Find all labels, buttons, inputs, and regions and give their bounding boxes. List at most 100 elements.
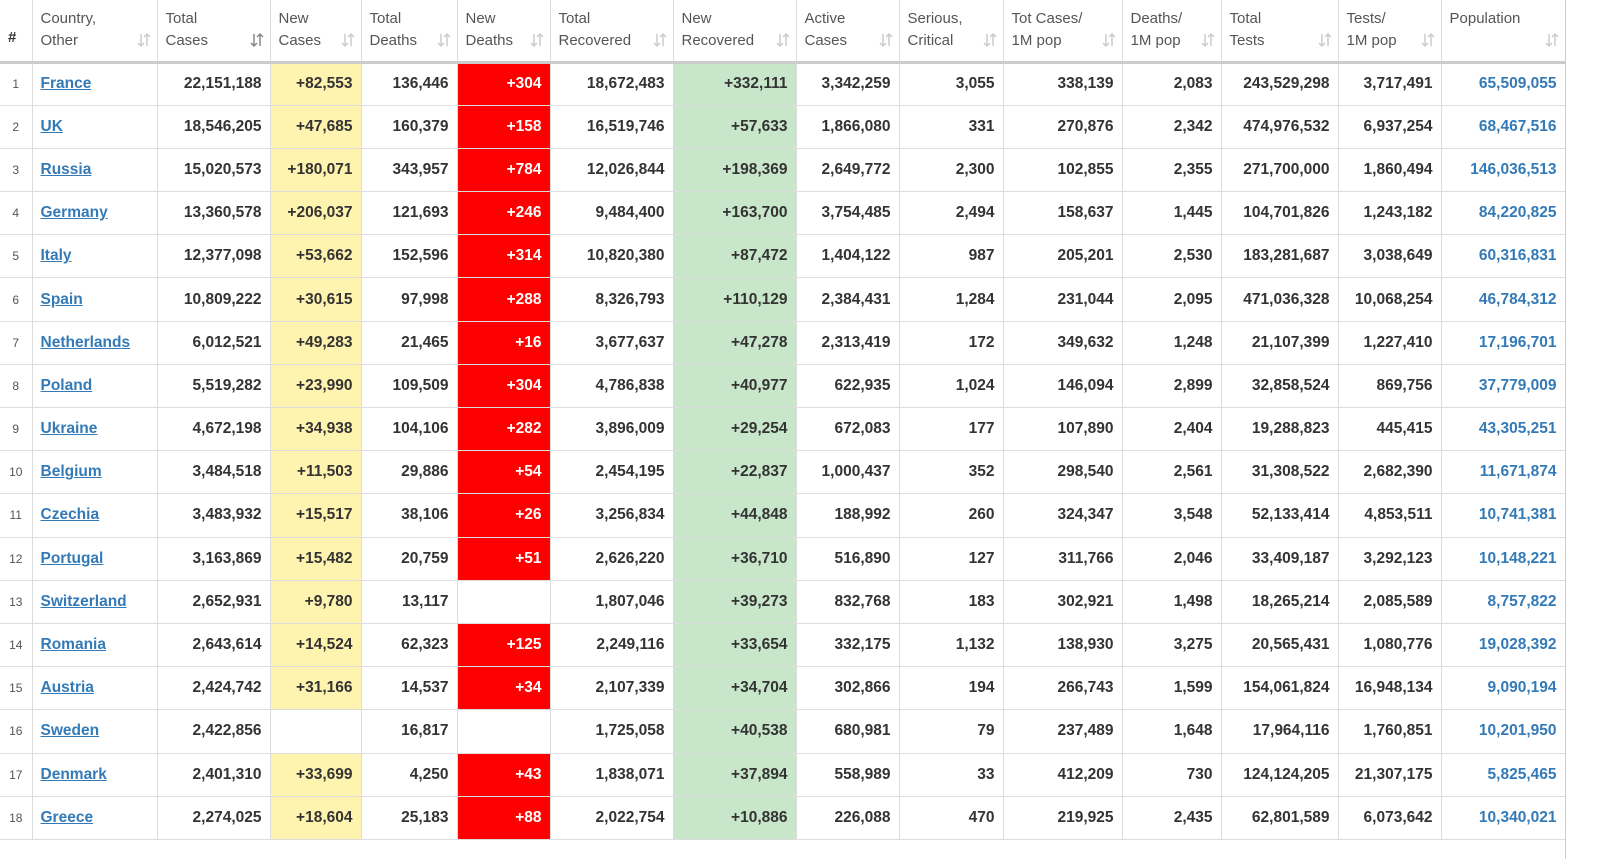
table-cell: 1,248 — [1122, 321, 1222, 365]
table-cell: 1,243,182 — [1338, 191, 1442, 236]
table-cell: +163,700 — [673, 191, 797, 236]
column-header[interactable]: Population — [1441, 0, 1566, 64]
column-header[interactable]: New Deaths — [457, 0, 551, 64]
column-header[interactable]: Country, Other — [32, 0, 158, 64]
header-text: Active Cases — [805, 8, 893, 52]
table-cell: 3,717,491 — [1338, 62, 1442, 106]
country-link[interactable]: France — [40, 75, 92, 93]
country-link[interactable]: Belgium — [40, 463, 102, 481]
table-cell: 4,250 — [361, 753, 458, 797]
table-cell: 349,632 — [1003, 321, 1123, 365]
country-link[interactable]: Greece — [40, 808, 94, 826]
column-header[interactable]: Deaths/1M pop — [1122, 0, 1222, 64]
country-link[interactable]: Russia — [40, 160, 92, 178]
table-cell: 1,132 — [899, 623, 1004, 668]
table-cell: 3 — [0, 148, 33, 193]
table-cell: 10,741,381 — [1441, 493, 1566, 538]
column-header[interactable]: Tests/1M pop — [1338, 0, 1442, 64]
country-link[interactable]: Italy — [40, 247, 72, 265]
table-cell: +33,699 — [270, 753, 362, 797]
column-header[interactable]: Active Cases — [796, 0, 900, 64]
column-header[interactable]: Tot Cases/1M pop — [1003, 0, 1123, 64]
table-cell: 104,701,826 — [1221, 191, 1339, 236]
table-cell: 1,024 — [899, 364, 1004, 409]
table-cell: 2 — [0, 105, 33, 149]
column-header[interactable]: Total Cases — [157, 0, 271, 64]
column-header: # — [0, 0, 33, 64]
table-cell: 3,055 — [899, 62, 1004, 106]
country-link[interactable]: Austria — [40, 679, 94, 697]
country-link[interactable]: Czechia — [40, 506, 100, 524]
table-cell: 22,151,188 — [157, 62, 271, 106]
table-cell: 302,921 — [1003, 580, 1123, 624]
table-cell: 2,300 — [899, 148, 1004, 193]
table-cell: 12,026,844 — [550, 148, 674, 193]
country-link[interactable]: Portugal — [40, 549, 104, 567]
table-cell: 4,853,511 — [1338, 493, 1442, 538]
table-cell: 5,825,465 — [1441, 753, 1566, 797]
country-link[interactable]: Switzerland — [40, 592, 127, 610]
table-cell: 121,693 — [361, 191, 458, 236]
table-cell: 516,890 — [796, 537, 900, 581]
table-cell: 15,020,573 — [157, 148, 271, 193]
table-cell: 79 — [899, 709, 1004, 754]
table-cell: 1,498 — [1122, 580, 1222, 624]
table-cell: 9,484,400 — [550, 191, 674, 236]
table-cell: 1,080,776 — [1338, 623, 1442, 668]
country-link[interactable]: Germany — [40, 204, 108, 222]
sort-icon — [1317, 32, 1332, 47]
table-cell: 7 — [0, 321, 33, 365]
column-header[interactable]: Serious, Critical — [899, 0, 1004, 64]
country-link[interactable]: Poland — [40, 376, 93, 394]
table-row: 13 Switzerland 2,652,931 +9,780 13,117 1,807,… — [0, 580, 1566, 624]
table-cell: 3,548 — [1122, 493, 1222, 538]
column-header[interactable]: Total Recovered — [550, 0, 674, 64]
table-cell: 1,760,851 — [1338, 709, 1442, 754]
table-cell: 17,196,701 — [1441, 321, 1566, 365]
country-link[interactable]: Ukraine — [40, 420, 98, 438]
country-link[interactable]: Netherlands — [40, 333, 131, 351]
country-link[interactable]: Denmark — [40, 765, 107, 783]
table-row: 3 Russia 15,020,573 +180,071 343,957 +784 12,0… — [0, 148, 1566, 193]
table-cell: +30,615 — [270, 277, 362, 322]
table-cell: 107,890 — [1003, 407, 1123, 452]
country-link[interactable]: Sweden — [40, 722, 100, 740]
table-cell: 2,313,419 — [796, 321, 900, 365]
header-line: New — [681, 10, 712, 27]
country-link[interactable]: UK — [40, 117, 63, 135]
table-cell: 260 — [899, 493, 1004, 538]
column-header[interactable]: Total Tests — [1221, 0, 1339, 64]
table-cell: 9 — [0, 407, 33, 452]
table-row: 8 Poland 5,519,282 +23,990 109,509 +304 4,786,… — [0, 364, 1566, 409]
header-line: Recovered — [558, 32, 632, 49]
header-line: 1M pop — [1130, 32, 1181, 49]
column-header[interactable]: New Recovered — [673, 0, 797, 64]
table-cell: 177 — [899, 407, 1004, 452]
column-header[interactable]: Total Deaths — [361, 0, 458, 64]
header-line: Deaths/ — [1130, 10, 1183, 27]
table-cell: +304 — [457, 62, 551, 106]
table-cell: +23,990 — [270, 364, 362, 409]
table-cell: 470 — [899, 796, 1004, 840]
table-cell: 1,000,437 — [796, 450, 900, 495]
header-line: Total — [558, 10, 591, 27]
sort-icon — [249, 32, 264, 47]
header-line: Cases — [278, 32, 322, 49]
table-cell — [457, 580, 551, 624]
table-cell: +22,837 — [673, 450, 797, 495]
table-cell: 62,801,589 — [1221, 796, 1339, 840]
table-cell: 10,820,380 — [550, 234, 674, 279]
table-cell: 124,124,205 — [1221, 753, 1339, 797]
table-cell: 183,281,687 — [1221, 234, 1339, 279]
country-link[interactable]: Spain — [40, 290, 83, 308]
table-cell: 2,422,856 — [157, 709, 271, 754]
column-header[interactable]: New Cases — [270, 0, 362, 64]
table-cell: 8,326,793 — [550, 277, 674, 322]
country-link[interactable]: Romania — [40, 636, 106, 654]
table-cell: 558,989 — [796, 753, 900, 797]
table-cell: 2,649,772 — [796, 148, 900, 193]
header-line: Active — [804, 10, 846, 27]
table-cell: 52,133,414 — [1221, 493, 1339, 538]
header-text: Country, Other — [41, 8, 151, 52]
table-cell: 5,519,282 — [157, 364, 271, 409]
